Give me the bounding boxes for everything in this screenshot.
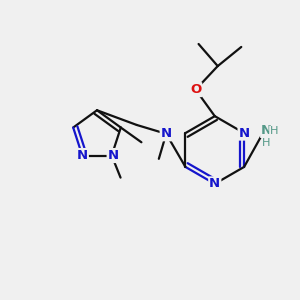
Text: N: N [261, 124, 272, 137]
Text: N: N [238, 127, 250, 140]
Text: H: H [262, 138, 271, 148]
Text: N: N [160, 127, 172, 140]
Text: H: H [269, 126, 278, 136]
Text: N: N [108, 149, 119, 162]
Text: O: O [190, 83, 201, 96]
Text: N: N [77, 149, 88, 162]
Text: N: N [209, 177, 220, 190]
